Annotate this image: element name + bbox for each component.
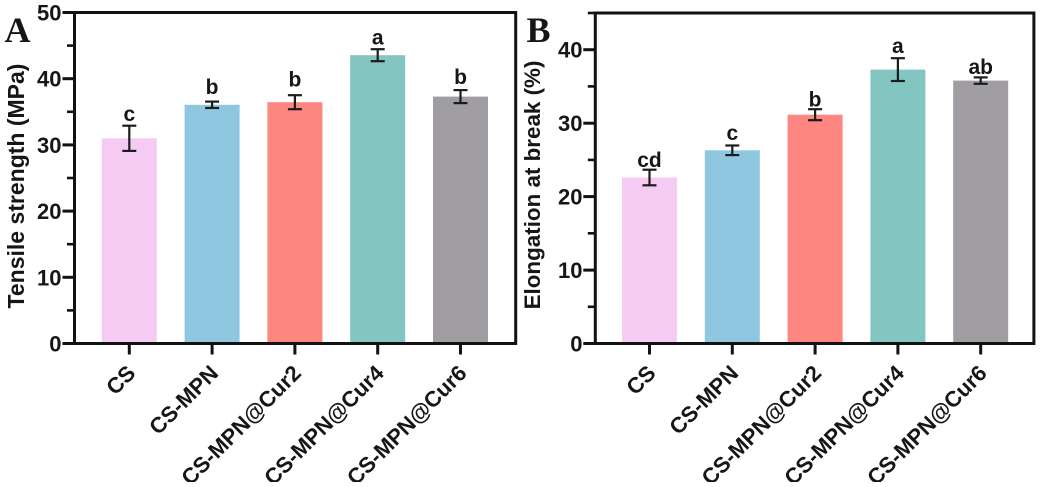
svg-text:b: b — [288, 69, 301, 92]
svg-text:cd: cd — [637, 149, 662, 172]
svg-text:Elongation at break (%): Elongation at break (%) — [520, 61, 545, 310]
svg-text:b: b — [809, 88, 822, 111]
svg-text:20: 20 — [558, 185, 582, 210]
svg-text:Tensile strength (MPa): Tensile strength (MPa) — [3, 64, 29, 309]
svg-text:B: B — [527, 10, 551, 50]
svg-text:c: c — [726, 122, 738, 145]
svg-text:b: b — [206, 76, 219, 99]
svg-text:a: a — [372, 26, 384, 49]
svg-text:20: 20 — [37, 199, 61, 224]
svg-text:10: 10 — [37, 265, 61, 290]
svg-text:ab: ab — [968, 56, 993, 79]
svg-text:30: 30 — [558, 111, 582, 136]
svg-text:50: 50 — [37, 1, 61, 26]
svg-text:0: 0 — [49, 332, 61, 357]
svg-text:a: a — [892, 35, 904, 58]
svg-text:0: 0 — [570, 332, 582, 357]
svg-text:10: 10 — [558, 258, 582, 283]
svg-text:40: 40 — [37, 67, 61, 92]
svg-text:b: b — [454, 66, 467, 89]
svg-text:30: 30 — [37, 133, 61, 158]
svg-text:40: 40 — [558, 38, 582, 63]
svg-text:c: c — [123, 103, 135, 126]
svg-text:A: A — [5, 10, 31, 50]
